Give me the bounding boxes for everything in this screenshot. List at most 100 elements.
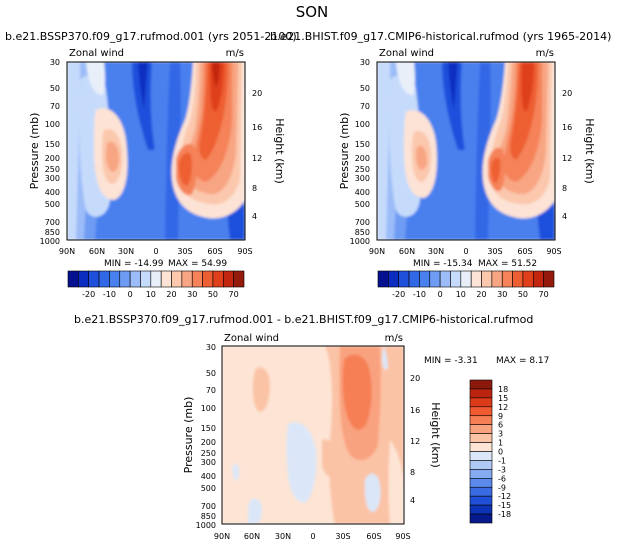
- panel-top-right-x-ticks: 90N 60N 30N 0 30S 60S 90S: [369, 247, 562, 256]
- panel-top-left-ylabel: Pressure (mb): [28, 113, 41, 190]
- panel-difference-height-tick: 12: [410, 437, 420, 446]
- difference-colorbar-swatch: [469, 513, 493, 524]
- panel-top-left-height-tick: 16: [252, 123, 262, 132]
- top-left-colorbar-swatch: [109, 270, 121, 288]
- panel-top-left-y-tick: 50: [50, 84, 60, 93]
- panel-top-left-y-tick: 700: [45, 218, 60, 227]
- top-right-colorbar-swatch: [388, 270, 400, 288]
- difference-colorbar-label: 0: [498, 448, 503, 457]
- top-left-colorbar-swatch: [191, 270, 203, 288]
- panel-difference-height-tick: 20: [410, 374, 420, 383]
- panel-top-left-ylabel-right: Height (km): [273, 118, 286, 184]
- panel-difference-y-tick: 700: [201, 502, 216, 511]
- difference-colorbar-label: 6: [498, 421, 503, 430]
- difference-colorbar-label: -3: [498, 465, 506, 474]
- panel-top-right-x-tick: 60N: [399, 247, 415, 256]
- panel-top-right-y-tick: 100: [355, 120, 370, 129]
- top-right-colorbar-swatch: [522, 270, 534, 288]
- top-left-colorbar-label: -10: [103, 290, 116, 299]
- top-right-colorbar-swatch: [501, 270, 513, 288]
- panel-difference-frame: [221, 345, 405, 525]
- top-left-colorbar-swatch: [88, 270, 100, 288]
- panel-top-right-y-tick: 500: [355, 200, 370, 209]
- panel-top-left-height-ticks: 20 16 12 8 4: [252, 89, 262, 221]
- top-left-colorbar-label: 30: [187, 290, 197, 299]
- panel-top-left-variable: Zonal wind: [69, 48, 124, 59]
- top-right-colorbar-label: 50: [518, 290, 528, 299]
- panel-top-right-height-tick: 16: [562, 123, 572, 132]
- difference-colorbar-swatch: [469, 486, 493, 497]
- panel-difference-variable: Zonal wind: [224, 333, 279, 344]
- panel-top-left-max: MAX = 54.99: [168, 259, 227, 269]
- top-left-colorbar-swatch: [233, 270, 245, 288]
- difference-colorbar-label: 15: [498, 394, 508, 403]
- difference-colorbar-swatch: [469, 388, 493, 399]
- difference-colorbar-label: -9: [498, 483, 506, 492]
- top-right-colorbar-swatch: [429, 270, 441, 288]
- panel-difference-y-tick: 200: [201, 438, 216, 447]
- top-right-colorbar-swatch: [543, 270, 555, 288]
- top-right-colorbar-swatch: [450, 270, 462, 288]
- panel-difference-y-tick: 100: [201, 404, 216, 413]
- panel-top-left-height-tick: 20: [252, 89, 262, 98]
- panel-top-right-height-tick: 12: [562, 154, 572, 163]
- top-right-colorbar-swatch: [460, 270, 472, 288]
- top-right-colorbar-swatch: [532, 270, 544, 288]
- panel-difference-x-tick: 30N: [275, 532, 291, 541]
- panel-top-right-height-tick: 20: [562, 89, 572, 98]
- top-right-colorbar-label: 0: [438, 290, 443, 299]
- panel-difference-x-tick: 0: [310, 532, 315, 541]
- panel-difference-y-tick: 150: [201, 424, 216, 433]
- panel-top-right-min: MIN = -15.34: [413, 259, 473, 269]
- panel-top-right-y-tick: 200: [355, 154, 370, 163]
- panel-top-right-x-tick: 90N: [369, 247, 385, 256]
- panel-top-right-contours: [377, 62, 555, 240]
- top-left-colorbar-label: -20: [82, 290, 95, 299]
- panel-top-right: b.e21.BHIST.f09_g17.CMIP6-historical.ruf…: [270, 30, 611, 269]
- panel-difference-y-tick: 850: [201, 512, 216, 521]
- panel-top-left-frame: [66, 61, 246, 241]
- panel-difference-contours: [222, 346, 404, 524]
- difference-colorbar-label: 18: [498, 385, 508, 394]
- panel-top-left-x-tick: 60N: [89, 247, 105, 256]
- difference-colorbar-swatch: [469, 469, 493, 479]
- panel-difference-x-ticks: 90N 60N 30N 0 30S 60S 90S: [214, 532, 411, 541]
- top-right-colorbar-label: -10: [413, 290, 426, 299]
- top-right-colorbar-swatch: [470, 270, 482, 288]
- top-left-colorbar-label: 50: [208, 290, 218, 299]
- difference-colorbar-swatch: [469, 433, 493, 443]
- panel-top-left-y-tick: 500: [45, 200, 60, 209]
- panel-top-right-variable: Zonal wind: [379, 48, 434, 59]
- panel-difference-y-tick: 30: [206, 343, 216, 352]
- panel-top-right-y-tick: 150: [355, 140, 370, 149]
- panel-top-left-title: b.e21.BSSP370.f09_g17.rufmod.001 (yrs 20…: [5, 30, 297, 43]
- top-left-colorbar-swatch: [160, 270, 172, 288]
- difference-colorbar-swatch: [469, 478, 493, 488]
- top-left-colorbar-swatch: [181, 270, 193, 288]
- panel-top-left-x-tick: 90N: [59, 247, 75, 256]
- panel-top-left-x-tick: 60S: [207, 247, 222, 256]
- panel-top-right-frame: [376, 61, 556, 241]
- panel-top-left-y-tick: 400: [45, 188, 60, 197]
- panel-top-left-x-tick: 30S: [177, 247, 192, 256]
- top-left-colorbar-label: 0: [128, 290, 133, 299]
- difference-colorbar-swatch: [469, 415, 493, 425]
- difference-colorbar-swatch: [469, 495, 493, 506]
- difference-colorbar-label: 9: [498, 412, 503, 421]
- difference-colorbar-label: -1: [498, 456, 506, 465]
- panel-top-left-y-tick: 150: [45, 140, 60, 149]
- difference-colorbar-label: -12: [498, 492, 511, 501]
- panel-difference-x-tick: 60N: [244, 532, 260, 541]
- top-right-colorbar-swatch: [439, 270, 451, 288]
- difference-colorbar-swatch: [469, 424, 493, 434]
- top-right-colorbar-swatch: [481, 270, 493, 288]
- top-left-colorbar-swatch: [202, 270, 214, 288]
- panel-difference-y-tick: 300: [201, 458, 216, 467]
- difference-colorbar-label: -18: [498, 510, 511, 519]
- panel-top-left: b.e21.BSSP370.f09_g17.rufmod.001 (yrs 20…: [5, 30, 297, 269]
- top-left-colorbar-label: 10: [146, 290, 156, 299]
- panel-difference-y-tick: 250: [201, 449, 216, 458]
- panel-top-right-ylabel-right: Height (km): [583, 118, 596, 184]
- top-right-colorbar-label: 70: [539, 290, 549, 299]
